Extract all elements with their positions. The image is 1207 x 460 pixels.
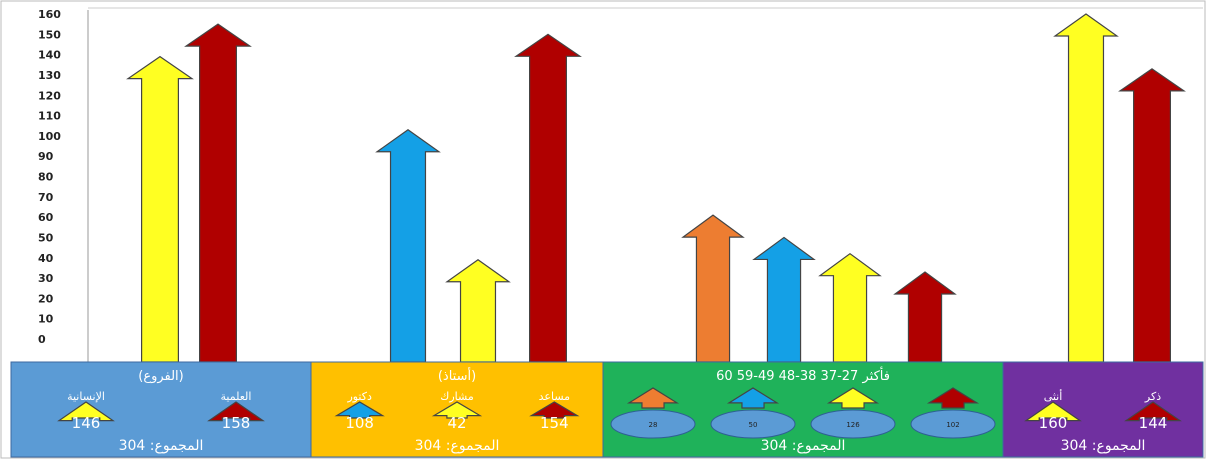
legend-value: 102 <box>946 421 959 429</box>
legend-circle <box>910 409 996 439</box>
legend-label: العلمية <box>221 390 252 403</box>
y-tick-label: 20 <box>38 292 54 305</box>
legend-arrow <box>926 387 980 409</box>
legend-arrow <box>1124 401 1182 422</box>
panel-total: المجموع: 304 <box>119 438 204 454</box>
y-tick-label: 50 <box>38 231 54 244</box>
legend-label: ذكر <box>1144 390 1161 403</box>
bar-arrow-1-2 <box>184 23 252 363</box>
panel-total: المجموع: 304 <box>1061 438 1146 454</box>
legend-arrow <box>431 401 483 419</box>
bar-arrow-3-2 <box>752 236 816 363</box>
legend-label: مساعد <box>539 390 571 403</box>
bar-arrow-1-1 <box>126 55 194 363</box>
y-tick-label: 10 <box>38 313 54 326</box>
panel-background <box>10 361 312 458</box>
legend-arrow <box>334 401 385 419</box>
legend-value: 160 <box>1039 414 1068 432</box>
panel-total: المجموع: 304 <box>415 438 500 454</box>
legend-arrow <box>826 387 880 409</box>
y-tick-label: 80 <box>38 171 54 184</box>
panel-background <box>1002 361 1204 458</box>
legend-circle <box>810 409 896 439</box>
y-tick-label: 60 <box>38 211 54 224</box>
legend-circle <box>610 409 696 439</box>
y-tick-label: 150 <box>38 28 61 41</box>
legend-value: 144 <box>1139 414 1168 432</box>
legend-arrow <box>207 401 265 422</box>
y-tick-label: 100 <box>38 130 61 143</box>
legend-value: 154 <box>540 414 569 432</box>
panel-title: (الفروع) <box>138 369 184 384</box>
panel-title: (أستاذ) <box>438 367 476 384</box>
y-tick-label: 140 <box>38 49 61 62</box>
legend-arrow <box>529 401 580 419</box>
legend-arrow <box>57 401 115 422</box>
y-tick-label: 130 <box>38 69 61 82</box>
legend-value: 108 <box>345 414 374 432</box>
legend-label: أنثى <box>1044 389 1063 403</box>
bar-arrow-3-4 <box>893 271 957 363</box>
y-tick-label: 30 <box>38 272 54 285</box>
legend-value: 146 <box>72 414 101 432</box>
legend-label: مشارك <box>440 390 474 403</box>
bar-arrow-2-3 <box>514 33 582 363</box>
legend-value: 126 <box>846 421 860 429</box>
y-tick-label: 70 <box>38 191 54 204</box>
legend-arrow <box>726 387 780 409</box>
bar-arrow-2-1 <box>375 129 441 363</box>
y-tick-label: 0 <box>38 333 46 346</box>
legend-arrow <box>1024 401 1082 422</box>
panel-background <box>602 361 1004 458</box>
legend-label: الإنسانية <box>67 390 105 403</box>
legend-panel-3: 60 59-49 48-38 37-27 فأكثر 28 50 126 102 المج… <box>602 361 1004 458</box>
legend-value: 158 <box>222 414 251 432</box>
y-tick-label: 160 <box>38 8 61 21</box>
bar-arrow-4-2 <box>1118 68 1186 363</box>
bar-arrow-3-3 <box>818 252 882 363</box>
legend-panel-1: (الفروع) الإنسانية 146 العلمية 158 المجموع: 3… <box>10 361 312 458</box>
legend-label: دكتور <box>346 390 372 403</box>
legend-panel-4: أنثى 160 ذكر 144 المجموع: 304 <box>1002 361 1204 458</box>
panel-total: المجموع: 304 <box>761 438 846 454</box>
y-tick-label: 40 <box>38 252 54 265</box>
bar-arrow-4-1 <box>1053 13 1119 363</box>
y-tick-label: 120 <box>38 89 61 102</box>
bar-arrow-2-2 <box>445 259 511 363</box>
panel-title: 60 59-49 48-38 37-27 فأكثر <box>716 366 890 384</box>
y-tick-label: 90 <box>38 150 54 163</box>
y-tick-label: 110 <box>38 110 61 123</box>
legend-value: 42 <box>447 414 466 432</box>
legend-value: 28 <box>649 421 658 429</box>
legend-value: 50 <box>749 421 758 429</box>
bar-arrow-3-1 <box>681 214 745 363</box>
legend-arrow <box>626 387 680 409</box>
legend-circle <box>710 409 796 439</box>
legend-panel-2: (أستاذ) دكتور 108 مشارك 42 مساعد 154 المجموع: 3… <box>310 361 604 458</box>
